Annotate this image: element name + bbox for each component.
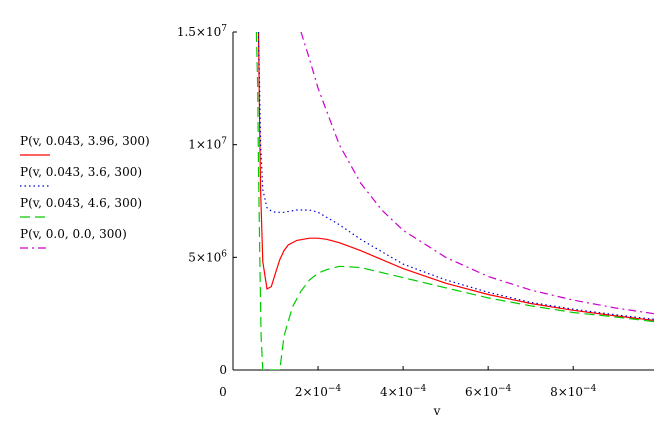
legend-item: P(v, 0.043, 3.6, 300) [20,165,200,196]
legend-label: P(v, 0.043, 4.6, 300) [20,196,143,210]
series-group [255,32,654,370]
x-tick-label: 4×10−4 [380,384,427,399]
series-line-2 [257,32,654,320]
y-tick-label: 5×106 [188,249,227,264]
y-tick-label: 1×107 [188,137,227,152]
x-tick-label: 6×10−4 [465,384,512,399]
legend-swatch [20,154,50,156]
x-tick-label: 2×10−4 [295,384,342,399]
legend-label: P(v, 0.0, 0.0, 300) [20,227,127,241]
series-line-1 [257,32,654,321]
legend-swatch [20,185,50,187]
legend-swatch [20,247,50,249]
x-axis-label: v [433,404,441,418]
y-tick-label: 1.5×107 [177,24,227,39]
x-ticks: 0 2×10−4 4×10−4 6×10−4 8×10−4 [219,366,597,399]
legend-item: P(v, 0.043, 3.96, 300) [20,134,200,165]
x-tick-label: 0 [219,385,227,399]
legend: P(v, 0.043, 3.96, 300) P(v, 0.043, 3.6, 3… [20,134,200,258]
legend-label: P(v, 0.043, 3.6, 300) [20,165,143,179]
series-line-3 [255,32,654,370]
legend-swatch [20,216,50,218]
y-tick-label: 0 [219,363,227,377]
legend-item: P(v, 0.043, 4.6, 300) [20,196,200,227]
x-tick-label: 8×10−4 [550,384,597,399]
series-line-4 [300,32,654,315]
legend-item: P(v, 0.0, 0.0, 300) [20,227,200,258]
legend-label: P(v, 0.043, 3.96, 300) [20,134,150,148]
y-ticks: 0 5×106 1×107 1.5×107 [177,24,237,377]
